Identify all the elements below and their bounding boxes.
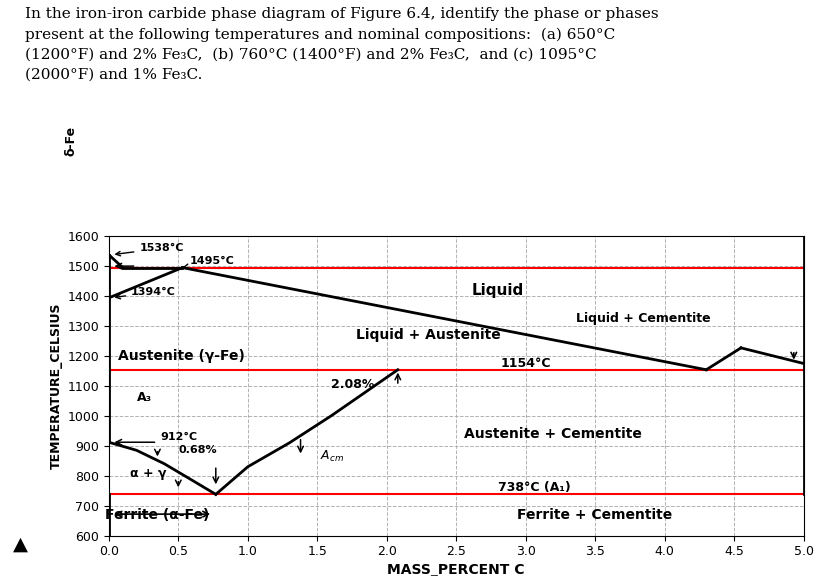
Text: 0.68%: 0.68% xyxy=(178,445,217,454)
Text: Ferrite (α-Fe): Ferrite (α-Fe) xyxy=(105,508,209,522)
Text: 2.08%: 2.08% xyxy=(331,378,374,391)
Text: 738°C (A₁): 738°C (A₁) xyxy=(497,482,570,494)
Text: Liquid + Cementite: Liquid + Cementite xyxy=(576,312,711,325)
Text: Liquid + Austenite: Liquid + Austenite xyxy=(355,328,500,342)
Text: Austenite + Cementite: Austenite + Cementite xyxy=(464,427,641,441)
Text: α + γ: α + γ xyxy=(130,467,166,480)
Text: In the iron-iron carbide phase diagram of Figure 6.4, identify the phase or phas: In the iron-iron carbide phase diagram o… xyxy=(25,7,658,82)
Text: Austenite (γ-Fe): Austenite (γ-Fe) xyxy=(118,349,244,363)
Text: ▲: ▲ xyxy=(13,535,28,554)
Text: 1154°C: 1154°C xyxy=(500,357,550,370)
Text: $A_{cm}$: $A_{cm}$ xyxy=(319,449,344,464)
Text: Ferrite + Cementite: Ferrite + Cementite xyxy=(517,508,672,522)
Y-axis label: TEMPERATURE_CELSIUS: TEMPERATURE_CELSIUS xyxy=(50,302,63,469)
X-axis label: MASS_PERCENT C: MASS_PERCENT C xyxy=(387,563,524,576)
Text: Liquid: Liquid xyxy=(472,283,523,298)
Text: 1495°C: 1495°C xyxy=(183,256,234,268)
Text: A₃: A₃ xyxy=(136,391,151,404)
Text: δ-Fe: δ-Fe xyxy=(64,126,78,156)
Text: 1538°C: 1538°C xyxy=(115,244,184,256)
Text: 912°C: 912°C xyxy=(160,433,197,442)
Text: 1394°C: 1394°C xyxy=(115,287,176,299)
